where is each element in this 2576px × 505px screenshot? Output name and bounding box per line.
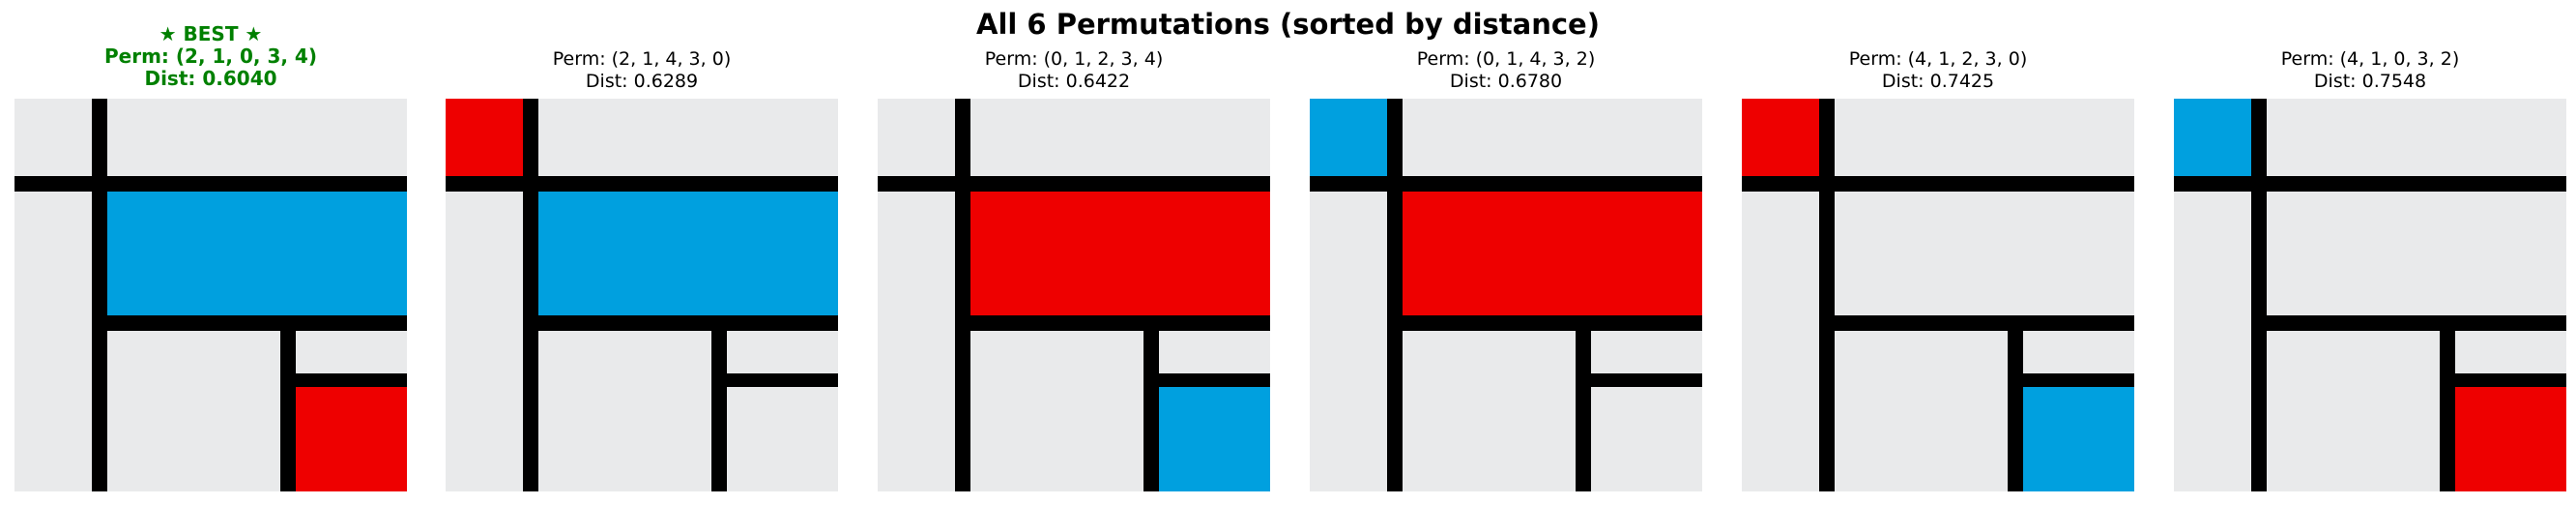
vertical-line-right	[2440, 331, 2455, 491]
top-left-block	[1310, 99, 1387, 176]
big-middle-block	[1835, 192, 2134, 315]
mondrian-canvas	[1742, 99, 2134, 491]
vertical-line-left	[2251, 99, 2267, 491]
horizontal-line-top	[14, 176, 407, 192]
perm-label: Perm: (4, 1, 0, 3, 2)	[2280, 48, 2460, 70]
vertical-line-right	[1143, 331, 1159, 491]
panel-title: Perm: (0, 1, 4, 3, 2) Dist: 0.6780	[1281, 48, 1731, 93]
vertical-line-left	[1387, 99, 1403, 491]
vertical-line-left	[955, 99, 970, 491]
vertical-line-right	[280, 331, 296, 491]
big-middle-block	[538, 192, 838, 315]
bottom-right-block	[727, 387, 838, 491]
vertical-line-left	[92, 99, 107, 491]
best-label: ★ BEST ★	[159, 22, 263, 45]
horizontal-line-middle	[107, 315, 407, 331]
bottom-right-block	[2455, 387, 2566, 491]
horizontal-line-middle	[1403, 315, 1702, 331]
top-left-block	[878, 99, 955, 176]
vertical-line-right	[711, 331, 727, 491]
top-left-block	[14, 99, 92, 176]
figure-title: All 6 Permutations (sorted by distance)	[976, 8, 1600, 41]
big-middle-block	[2267, 192, 2566, 315]
horizontal-line-top	[1742, 176, 2134, 192]
horizontal-line-top	[878, 176, 1270, 192]
horizontal-line-middle	[2267, 315, 2566, 331]
perm-label: Perm: (2, 1, 0, 3, 4)	[104, 45, 317, 68]
vertical-line-left	[523, 99, 538, 491]
dist-label: Dist: 0.6040	[144, 67, 277, 90]
permutation-panel: ★ BEST ★ Perm: (2, 1, 0, 3, 4) Dist: 0.604…	[14, 0, 407, 505]
bottom-right-block	[1159, 387, 1270, 491]
big-middle-block	[970, 192, 1270, 315]
bottom-right-block	[2023, 387, 2134, 491]
dist-label: Dist: 0.7425	[1881, 71, 1995, 92]
panel-title: Perm: (0, 1, 2, 3, 4) Dist: 0.6422	[849, 48, 1299, 93]
horizontal-line-top	[2174, 176, 2566, 192]
horizontal-line-bottom	[296, 373, 407, 387]
horizontal-line-middle	[970, 315, 1270, 331]
bottom-right-block	[1591, 387, 1702, 491]
horizontal-line-bottom	[1159, 373, 1270, 387]
panel-title: ★ BEST ★ Perm: (2, 1, 0, 3, 4) Dist: 0.604…	[0, 23, 436, 90]
vertical-line-right	[1576, 331, 1591, 491]
horizontal-line-bottom	[1591, 373, 1702, 387]
panel-title: Perm: (4, 1, 2, 3, 0) Dist: 0.7425	[1713, 48, 2163, 93]
horizontal-line-bottom	[727, 373, 838, 387]
dist-label: Dist: 0.6422	[1017, 71, 1131, 92]
big-middle-block	[1403, 192, 1702, 315]
dist-label: Dist: 0.7548	[2313, 71, 2427, 92]
dist-label: Dist: 0.6289	[585, 71, 699, 92]
horizontal-line-bottom	[2023, 373, 2134, 387]
top-left-block	[446, 99, 523, 176]
horizontal-line-middle	[538, 315, 838, 331]
horizontal-line-middle	[1835, 315, 2134, 331]
permutation-panel: Perm: (4, 1, 0, 3, 2) Dist: 0.7548	[2174, 0, 2566, 505]
perm-label: Perm: (0, 1, 4, 3, 2)	[1416, 48, 1596, 70]
mondrian-canvas	[14, 99, 407, 491]
vertical-line-right	[2008, 331, 2023, 491]
big-middle-block	[107, 192, 407, 315]
perm-label: Perm: (2, 1, 4, 3, 0)	[552, 48, 732, 70]
horizontal-line-top	[446, 176, 838, 192]
mondrian-canvas	[2174, 99, 2566, 491]
dist-label: Dist: 0.6780	[1449, 71, 1563, 92]
mondrian-canvas	[878, 99, 1270, 491]
top-left-block	[1742, 99, 1819, 176]
horizontal-line-bottom	[2455, 373, 2566, 387]
mondrian-canvas	[446, 99, 838, 491]
perm-label: Perm: (0, 1, 2, 3, 4)	[984, 48, 1164, 70]
permutation-panel: Perm: (0, 1, 4, 3, 2) Dist: 0.6780	[1310, 0, 1702, 505]
panel-title: Perm: (4, 1, 0, 3, 2) Dist: 0.7548	[2145, 48, 2576, 93]
permutation-panel: Perm: (2, 1, 4, 3, 0) Dist: 0.6289	[446, 0, 838, 505]
bottom-right-block	[296, 387, 407, 491]
permutation-panel: Perm: (4, 1, 2, 3, 0) Dist: 0.7425	[1742, 0, 2134, 505]
top-left-block	[2174, 99, 2251, 176]
horizontal-line-top	[1310, 176, 1702, 192]
permutation-panel: Perm: (0, 1, 2, 3, 4) Dist: 0.6422	[878, 0, 1270, 505]
perm-label: Perm: (4, 1, 2, 3, 0)	[1848, 48, 2028, 70]
vertical-line-left	[1819, 99, 1835, 491]
mondrian-canvas	[1310, 99, 1702, 491]
panel-title: Perm: (2, 1, 4, 3, 0) Dist: 0.6289	[417, 48, 867, 93]
